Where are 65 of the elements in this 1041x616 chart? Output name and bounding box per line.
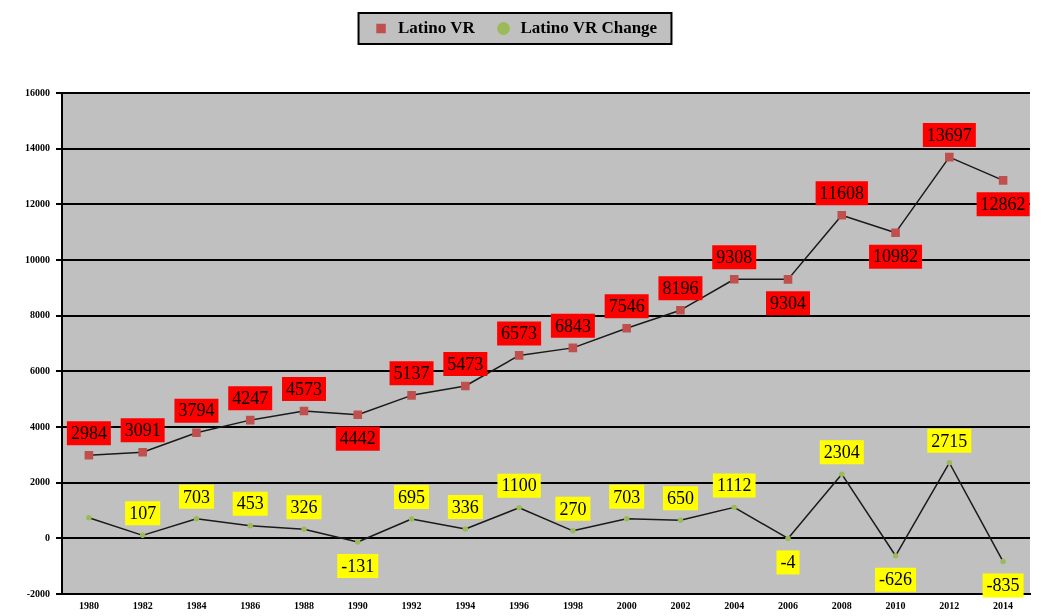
y-tick-label: 6000 <box>30 364 50 376</box>
x-tick-label: 1984 <box>186 599 207 611</box>
y-tick-label: -2000 <box>26 587 50 599</box>
data-label: 9308 <box>716 247 753 267</box>
data-label: 12862 <box>980 194 1026 215</box>
x-tick-label: 2012 <box>939 599 960 611</box>
data-label: 9304 <box>770 293 806 314</box>
y-tick-label: 4000 <box>30 420 50 432</box>
x-tick-label: 2004 <box>724 599 745 611</box>
x-tick-label: 1986 <box>240 599 261 611</box>
data-label: 703 <box>613 486 641 507</box>
data-label: 6573 <box>501 323 538 344</box>
y-tick-label: 8000 <box>30 309 50 321</box>
y-tick-label: 0 <box>45 531 50 543</box>
data-label: 453 <box>236 493 264 514</box>
data-label: -4 <box>780 552 796 573</box>
legend-label: Latino VR Change <box>520 17 658 37</box>
data-label: 10982 <box>873 246 919 267</box>
x-tick-label: 1994 <box>455 599 476 611</box>
data-label: 2715 <box>931 430 968 451</box>
data-label: 7546 <box>608 296 645 317</box>
data-label: -835 <box>986 575 1020 596</box>
data-label: 4247 <box>232 387 269 408</box>
x-tick-label: 2002 <box>670 599 691 611</box>
x-tick-label: 1980 <box>78 599 99 611</box>
data-label: 4573 <box>286 378 322 399</box>
y-tick-label: 2000 <box>30 476 50 488</box>
x-tick-label: 1982 <box>132 599 153 611</box>
data-label: 270 <box>559 498 587 519</box>
x-tick-label: 1992 <box>401 599 422 611</box>
data-label: 3794 <box>178 400 215 421</box>
y-tick-label: 14000 <box>25 142 50 154</box>
data-label: 13697 <box>926 124 972 145</box>
x-tick-label: 2000 <box>616 599 637 611</box>
y-tick-label: 12000 <box>25 197 50 209</box>
data-label: 6843 <box>554 315 591 336</box>
y-tick-label: 16000 <box>25 86 50 98</box>
data-label: 107 <box>129 503 157 524</box>
x-tick-label: 1998 <box>562 599 583 611</box>
data-label: 326 <box>290 496 318 517</box>
legend-label: Latino VR <box>398 17 476 37</box>
data-label: 2984 <box>70 423 107 444</box>
y-tick-label: 10000 <box>25 253 50 265</box>
x-tick-label: 1988 <box>294 599 314 611</box>
data-label: 8196 <box>662 277 699 298</box>
data-label: 5137 <box>393 363 430 384</box>
x-tick-label: 1996 <box>509 599 530 611</box>
data-label: -131 <box>341 555 375 576</box>
data-label: 336 <box>451 496 479 517</box>
data-label: -626 <box>879 569 913 590</box>
data-label: 1100 <box>501 475 537 496</box>
data-label: 3091 <box>124 420 161 441</box>
x-tick-label: 2006 <box>778 599 798 611</box>
x-tick-label: 2008 <box>831 599 852 611</box>
x-tick-label: 2014 <box>993 599 1014 611</box>
x-tick-label: 2010 <box>885 599 906 611</box>
data-label: 650 <box>666 487 694 508</box>
data-label: 4442 <box>339 428 376 449</box>
data-label: 11608 <box>819 182 864 203</box>
data-label: 703 <box>182 486 210 507</box>
data-label: 2304 <box>823 441 860 462</box>
x-tick-label: 1990 <box>347 599 368 611</box>
data-label: 695 <box>398 486 426 507</box>
data-label: 5473 <box>447 353 484 374</box>
data-label: 1112 <box>716 475 752 496</box>
